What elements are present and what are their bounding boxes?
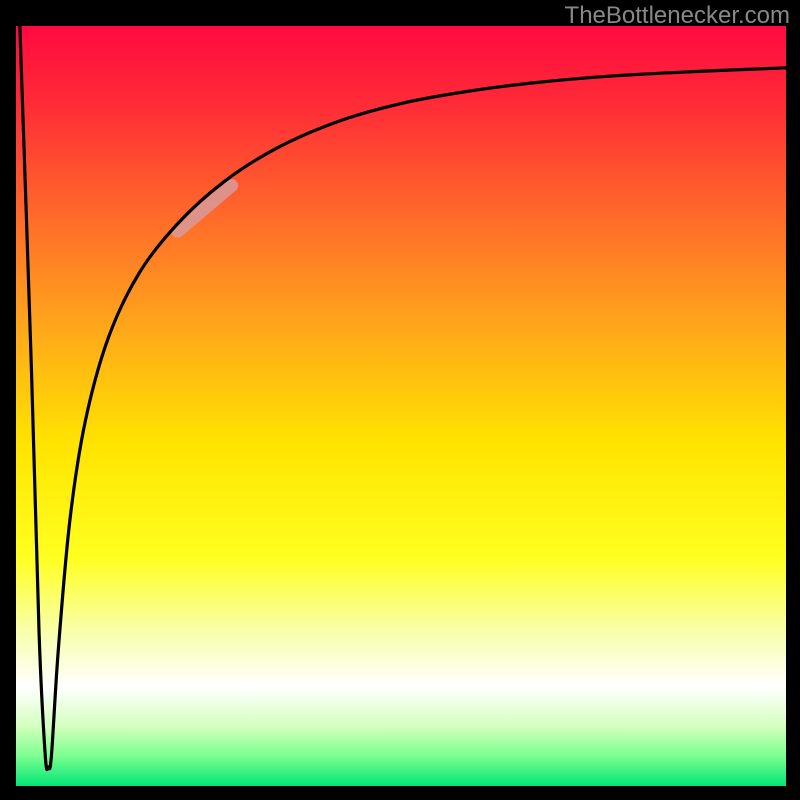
bottleneck-chart: TheBottlenecker.com (0, 0, 800, 800)
plot-area (16, 26, 786, 786)
attribution-text: TheBottlenecker.com (565, 2, 790, 30)
bottleneck-curve (20, 26, 786, 770)
curve-layer (16, 26, 786, 786)
highlight-segment (178, 186, 232, 232)
